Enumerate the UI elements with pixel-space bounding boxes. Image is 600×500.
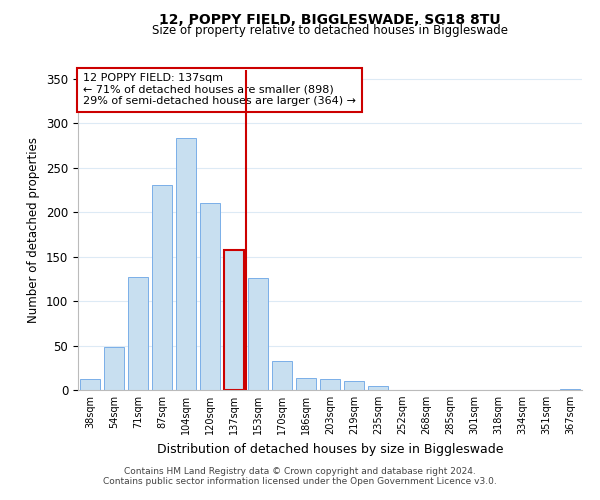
Bar (224, 250, 244, 390)
X-axis label: Distribution of detached houses by size in Biggleswade: Distribution of detached houses by size … (157, 442, 503, 456)
Bar (344, 381, 364, 390)
Bar (200, 204, 220, 390)
Text: Contains public sector information licensed under the Open Government Licence v3: Contains public sector information licen… (103, 477, 497, 486)
Bar (296, 378, 316, 390)
Text: 12 POPPY FIELD: 137sqm
← 71% of detached houses are smaller (898)
29% of semi-de: 12 POPPY FIELD: 137sqm ← 71% of detached… (83, 73, 356, 106)
Bar (248, 278, 268, 390)
Bar (320, 380, 340, 390)
Bar (368, 386, 388, 390)
Bar (152, 184, 172, 390)
Text: 12, POPPY FIELD, BIGGLESWADE, SG18 8TU: 12, POPPY FIELD, BIGGLESWADE, SG18 8TU (159, 12, 501, 26)
Bar (560, 389, 580, 390)
Bar (104, 348, 124, 390)
Bar (176, 138, 196, 390)
Bar (128, 277, 148, 390)
Text: Contains HM Land Registry data © Crown copyright and database right 2024.: Contains HM Land Registry data © Crown c… (124, 467, 476, 476)
Bar (272, 360, 292, 390)
Text: Size of property relative to detached houses in Biggleswade: Size of property relative to detached ho… (152, 24, 508, 37)
Y-axis label: Number of detached properties: Number of detached properties (28, 137, 40, 323)
Bar (80, 380, 100, 390)
